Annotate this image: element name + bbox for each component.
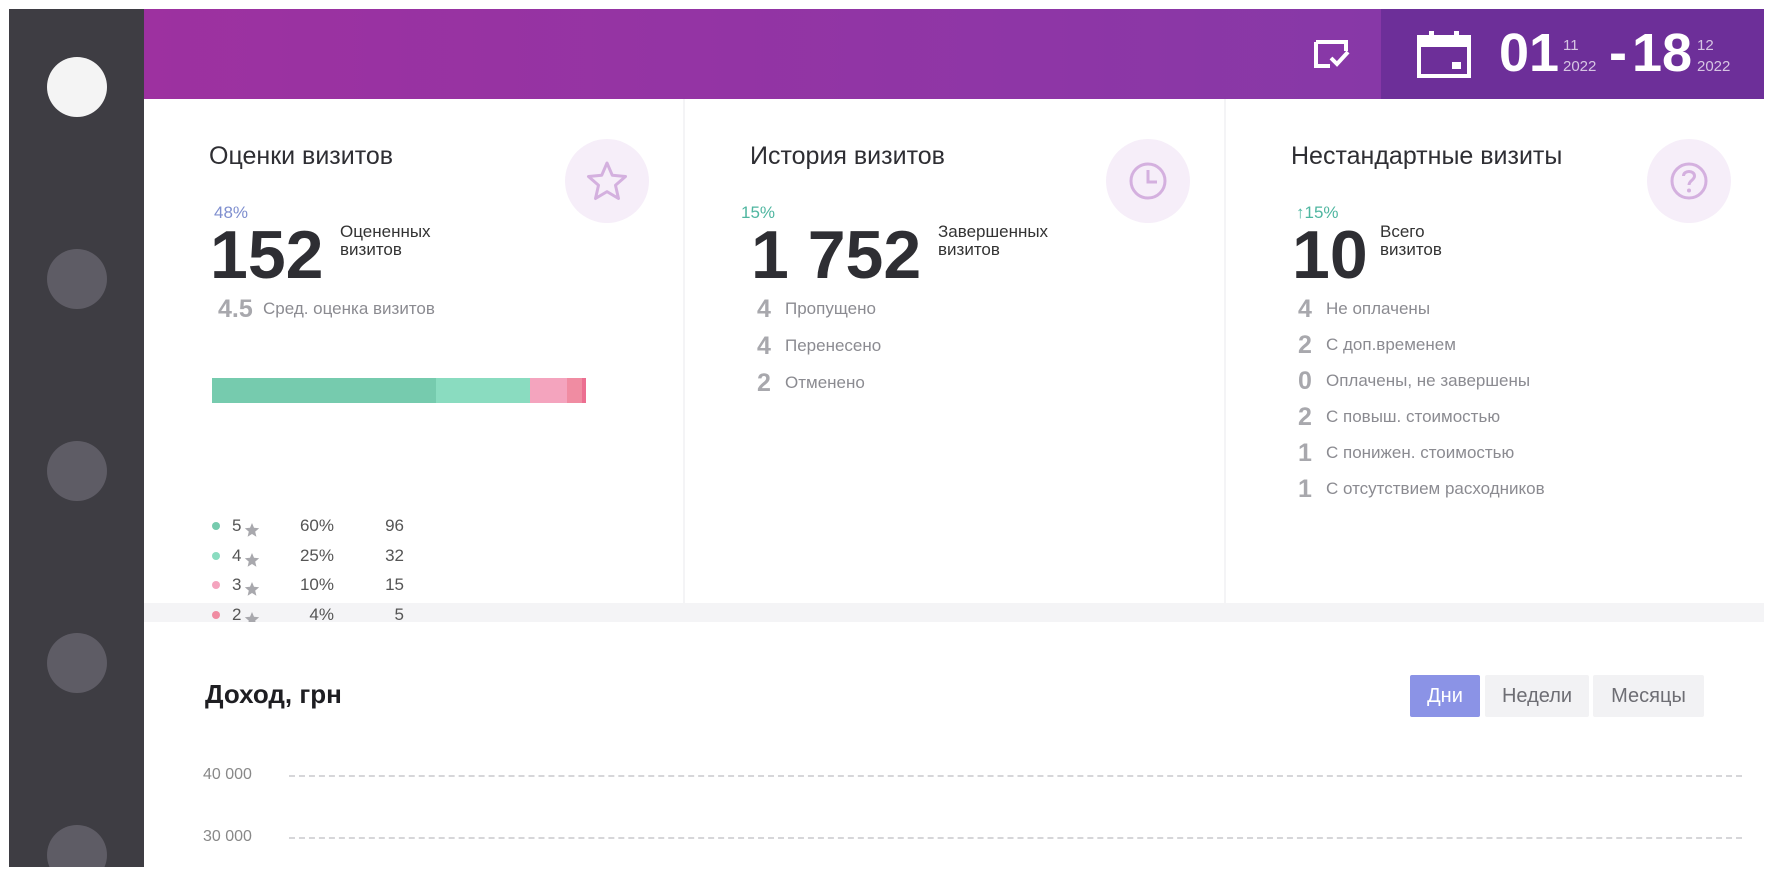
history-value: 1 752 [751,217,922,293]
star-count-value: 96 [385,516,404,535]
legend-dot [212,581,220,590]
distribution-segment [567,378,583,403]
date-to-day: 18 [1632,23,1693,83]
card-title: Оценки визитов [209,142,394,170]
tab-months[interactable]: Месяцы [1593,675,1704,717]
sidebar-nav-item-4[interactable] [47,825,107,867]
star-icon [244,577,260,596]
tasks-check-icon[interactable] [1312,37,1352,71]
rating-distribution-bar [212,378,586,403]
y-axis-tick-label: 30 000 [203,828,252,845]
nonstandard-value: 10 [1292,217,1368,293]
star-percent: 10% [299,575,334,595]
star-icon [244,518,260,537]
clock-icon [1106,139,1190,223]
nonstandard-value-label: Всего визитов [1380,222,1442,259]
income-section: Доход, грн Дни Недели Месяцы 40 000 30 0… [144,622,1764,867]
sidebar [9,9,144,867]
legend-dot [212,522,220,530]
top-header: 01 11 2022 - 18 12 2022 [144,9,1764,99]
ratings-percent: 48% [214,203,249,222]
date-from-month: 11 [1563,37,1579,54]
rating-distribution-row: 2 4% 5 [212,600,412,630]
history-percent: 15% [741,203,776,222]
star-count: 3 [232,575,242,595]
income-title: Доход, грн [205,679,342,709]
tab-days[interactable]: Дни [1410,675,1480,717]
distribution-segment [436,378,530,403]
date-to-month: 12 [1697,37,1714,54]
nonstandard-card: Нестандартные визиты ↑15% 10 Всего визит… [1226,99,1764,603]
sidebar-nav-item-2[interactable] [47,441,107,501]
star-count-value: 15 [385,575,404,595]
star-count: 2 [232,604,242,624]
star-count-value: 32 [385,545,404,565]
history-value-label: Завершенных визитов [938,222,1049,259]
sidebar-nav-item-3[interactable] [47,633,107,693]
star-icon [565,139,649,223]
rating-distribution-row: 3 10% 15 [212,570,412,600]
star-percent: 60% [299,516,334,535]
star-count-value: 5 [394,604,404,624]
legend-dot [212,551,220,560]
nonstandard-percent: ↑15% [1296,203,1339,222]
question-icon [1647,139,1731,223]
star-icon [244,548,260,567]
rating-distribution-row: 5 60% 96 [212,511,412,541]
star-count: 5 [232,516,242,535]
star-icon [244,607,260,626]
legend-dot [212,610,220,619]
date-separator: - [1609,23,1627,83]
history-card: История визитов 15% 1 752 Завершенных ви… [685,99,1224,603]
calendar-icon [1416,29,1472,79]
app-frame: 01 11 2022 - 18 12 2022 Оценки визитов 4… [9,9,1764,867]
sidebar-nav-item-1[interactable] [47,249,107,309]
sidebar-avatar[interactable] [47,57,107,117]
ratings-value: 152 [210,217,324,293]
ratings-card: Оценки визитов 48% 152 Оцененных визитов… [144,99,683,656]
star-percent: 4% [309,604,334,624]
y-axis-tick-label: 40 000 [203,766,252,783]
star-count: 4 [232,545,242,565]
card-title: История визитов [750,142,945,170]
date-range-picker[interactable]: 01 11 2022 - 18 12 2022 [1381,9,1764,99]
distribution-segment [529,378,568,403]
date-to-year: 2022 [1697,58,1731,75]
date-from-day: 01 [1499,23,1560,83]
card-title: Нестандартные визиты [1291,142,1563,170]
chart-grid-line [289,775,1742,777]
date-from-year: 2022 [1563,58,1597,75]
tab-weeks[interactable]: Недели [1485,675,1589,717]
avg-rating-label: Сред. оценка визитов [263,299,435,318]
rating-distribution-row: 4 25% 32 [212,541,412,571]
distribution-segment [212,378,437,403]
chart-grid-line [289,837,1742,839]
distribution-segment [582,378,586,403]
star-percent: 25% [299,545,334,565]
avg-rating-value: 4.5 [218,295,253,323]
ratings-value-label: Оцененных визитов [340,222,431,259]
